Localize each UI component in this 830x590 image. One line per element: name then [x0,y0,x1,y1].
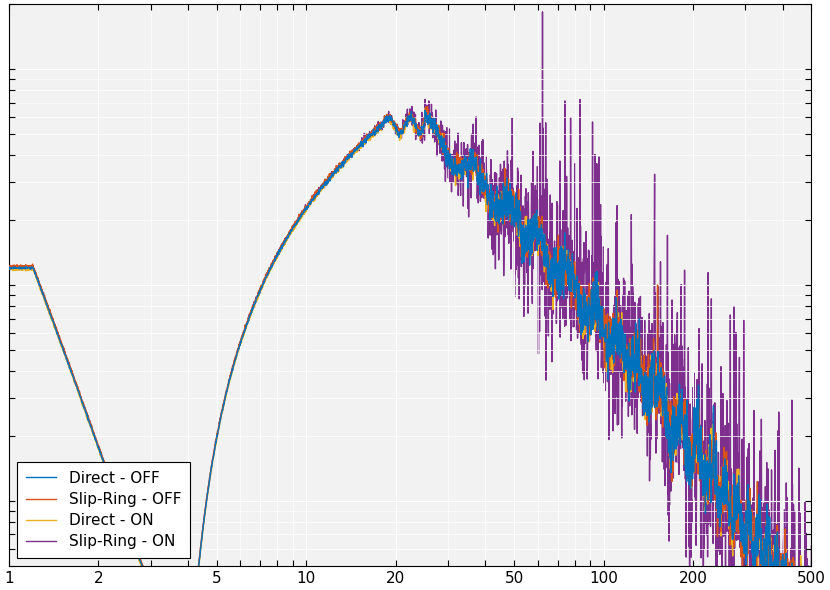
Legend: Direct - OFF, Slip-Ring - OFF, Direct - ON, Slip-Ring - ON: Direct - OFF, Slip-Ring - OFF, Direct - … [17,461,190,558]
Slip-Ring - ON [95,448,105,455]
Direct - ON [705,463,715,470]
Slip-Ring - OFF [143,576,153,583]
Line: Slip-Ring - ON: Slip-Ring - ON [9,12,812,590]
Slip-Ring - OFF [4,263,14,270]
Line: Direct - ON: Direct - ON [9,108,812,590]
Direct - OFF [705,443,715,450]
Line: Slip-Ring - OFF: Slip-Ring - OFF [9,107,812,590]
Line: Direct - OFF: Direct - OFF [9,110,812,590]
Slip-Ring - ON [4,264,14,271]
Slip-Ring - OFF [422,103,432,110]
Direct - OFF [420,107,430,114]
Slip-Ring - OFF [346,150,356,158]
Direct - OFF [4,264,14,271]
Direct - OFF [143,577,153,584]
Direct - OFF [95,451,105,458]
Direct - OFF [312,191,322,198]
Slip-Ring - ON [312,190,322,197]
Slip-Ring - OFF [312,190,322,197]
Direct - ON [4,266,14,273]
Direct - ON [143,579,153,586]
Direct - ON [347,153,357,160]
Slip-Ring - OFF [95,448,105,455]
Slip-Ring - ON [346,150,356,158]
Direct - ON [95,451,105,458]
Slip-Ring - ON [143,576,153,584]
Direct - ON [312,192,322,199]
Slip-Ring - OFF [705,466,715,473]
Slip-Ring - ON [807,542,817,549]
Direct - ON [420,104,430,112]
Slip-Ring - ON [538,8,548,15]
Slip-Ring - ON [705,429,715,436]
Direct - OFF [346,150,356,158]
